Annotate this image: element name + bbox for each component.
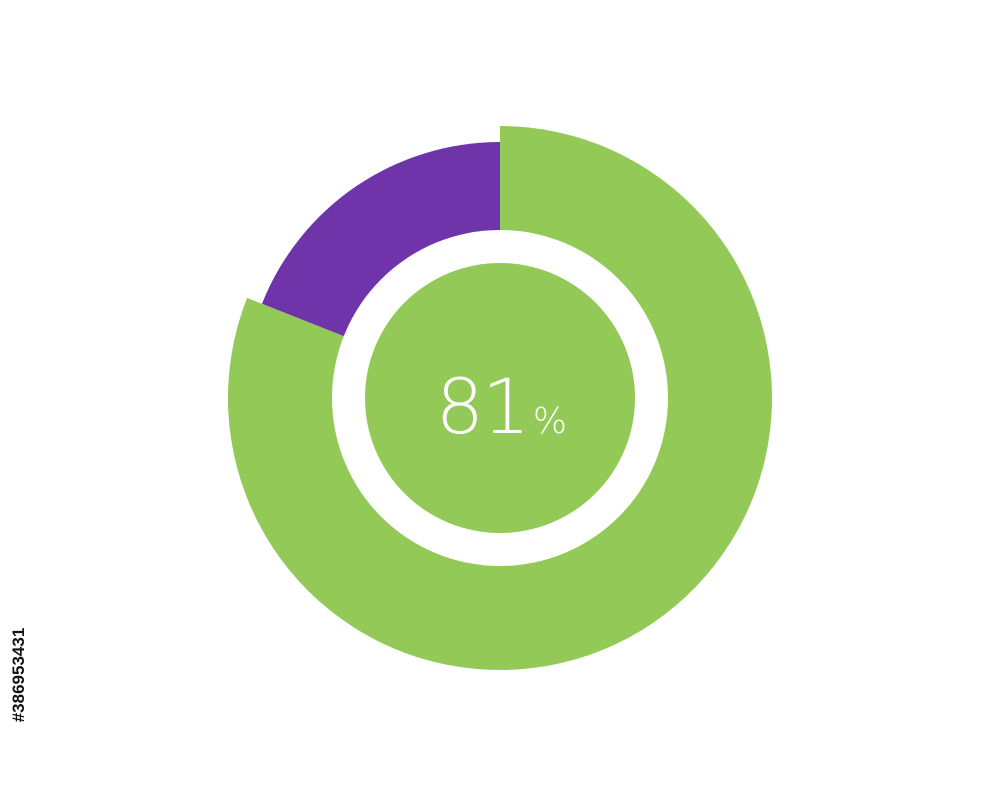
center-disc (365, 263, 635, 533)
center-value-label: 81 (436, 362, 529, 451)
stock-id-watermark: #386953431 (9, 627, 28, 723)
center-unit-label: % (533, 401, 567, 442)
